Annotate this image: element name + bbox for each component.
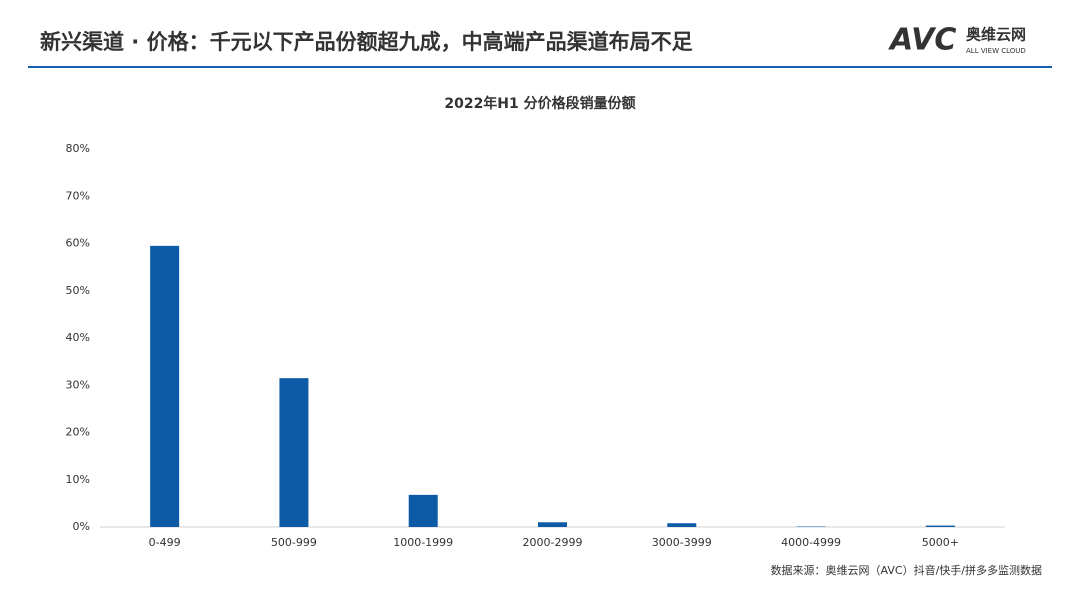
- bar: [925, 525, 955, 527]
- x-tick-label: 4000-4999: [781, 536, 841, 549]
- y-tick-label: 30%: [66, 378, 90, 391]
- source-note: 数据来源：奥维云网（AVC）抖音/快手/拼多多监测数据: [771, 563, 1042, 577]
- logo-name: 奥维云网: [966, 26, 1026, 44]
- bar: [538, 522, 567, 527]
- x-tick-label: 0-499: [149, 536, 181, 549]
- bar: [667, 523, 697, 527]
- x-tick-label: 500-999: [271, 536, 317, 549]
- logo-mark: AVC: [888, 23, 956, 58]
- x-tick-label: 3000-3999: [652, 536, 712, 549]
- bar: [408, 494, 438, 527]
- y-tick-label: 10%: [66, 473, 90, 486]
- y-tick-label: 70%: [66, 189, 90, 202]
- x-tick-label: 5000+: [922, 536, 959, 549]
- logo-sub: ALL VIEW CLOUD: [966, 47, 1026, 55]
- x-tick-label: 2000-2999: [523, 536, 583, 549]
- chart-title: 2022年H1 分价格段销量份额: [444, 95, 635, 112]
- x-tick-label: 1000-1999: [393, 536, 453, 549]
- bar: [279, 378, 309, 527]
- y-tick-label: 50%: [66, 284, 90, 297]
- y-tick-label: 60%: [66, 237, 90, 250]
- bar: [150, 245, 180, 528]
- y-tick-label: 20%: [66, 426, 90, 439]
- y-tick-label: 80%: [66, 142, 90, 155]
- y-tick-label: 40%: [66, 331, 90, 344]
- y-tick-label: 0%: [73, 520, 90, 533]
- page-title: 新兴渠道 · 价格：千元以下产品份额超九成，中高端产品渠道布局不足: [40, 30, 693, 54]
